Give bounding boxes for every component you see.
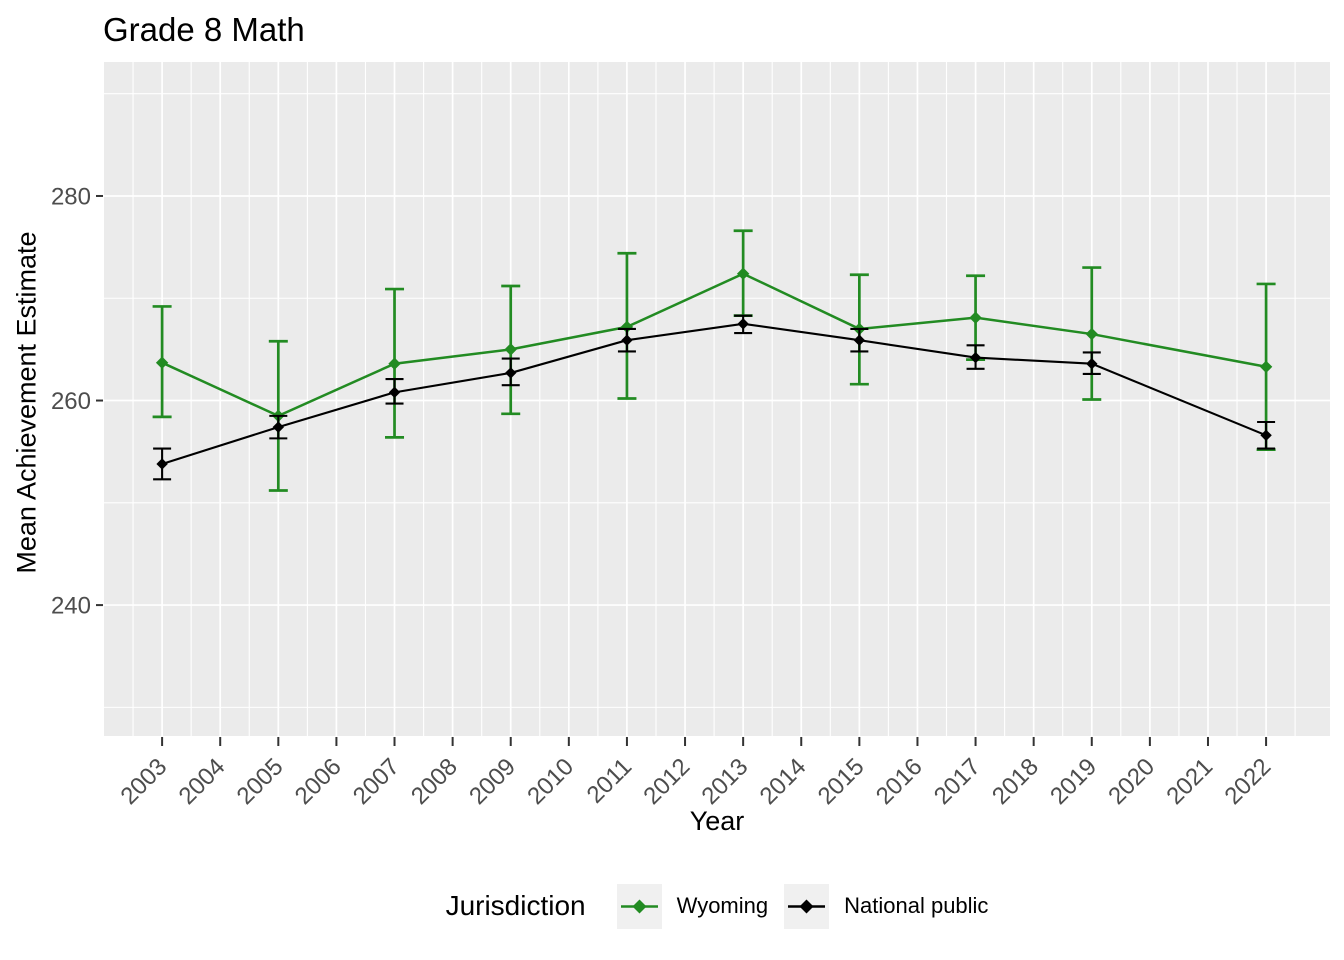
legend-key-national-public	[784, 883, 830, 929]
x-tick-labels: 2003 2004 2005 2006 2007 2008 2009 2010 2011 2012…	[116, 753, 1277, 810]
x-tick-label: 2022	[1219, 753, 1276, 810]
x-tick-label: 2014	[755, 753, 812, 810]
data-point-national-public-2015	[853, 334, 866, 346]
y-tick-label: 280	[51, 183, 91, 210]
data-point-national-public-2022	[1260, 429, 1272, 442]
points-national-public	[156, 318, 1272, 470]
x-tick-label: 2003	[116, 753, 173, 810]
x-tick-label: 2015	[813, 753, 870, 810]
data-point-national-public-2017	[969, 351, 982, 364]
data-point-national-public-2011	[621, 334, 633, 346]
data-point-national-public-2007	[388, 386, 401, 399]
y-axis-title: Mean Achievement Estimate	[11, 231, 42, 574]
data-point-wyoming-2022	[1259, 360, 1273, 373]
legend-label-wyoming: Wyoming	[676, 893, 769, 918]
x-tick-label: 2020	[1103, 753, 1160, 810]
x-tick-label: 2016	[871, 753, 928, 810]
data-point-national-public-2019	[1086, 358, 1098, 370]
y-tick-label: 260	[51, 388, 91, 415]
legend-key-glyph	[788, 899, 826, 913]
legend-key-glyph	[620, 899, 658, 913]
axis-ticks	[96, 194, 1268, 746]
x-tick-label: 2010	[522, 753, 579, 810]
x-tick-label: 2007	[348, 753, 405, 810]
data-point-wyoming-2003	[155, 356, 169, 369]
legend-key-diamond	[799, 899, 814, 913]
x-tick-label: 2009	[464, 753, 521, 810]
y-tick-labels: 240 260 280	[51, 183, 91, 619]
x-tick-label: 2011	[582, 753, 638, 809]
line-wyoming	[161, 272, 1267, 418]
data-point-national-public-2009	[505, 367, 517, 379]
legend-key-wyoming	[616, 883, 662, 929]
x-tick-label: 2013	[697, 753, 754, 810]
x-tick-label: 2018	[987, 753, 1044, 810]
data-point-national-public-2013	[737, 318, 749, 330]
data-point-wyoming-2009	[504, 343, 517, 356]
data-point-national-public-2003	[156, 458, 168, 470]
x-axis-title: Year	[689, 806, 745, 836]
series-national-public	[153, 314, 1276, 481]
data-point-national-public-2005	[272, 421, 285, 433]
x-tick-label: 2012	[638, 753, 695, 810]
x-tick-label: 2021	[1161, 753, 1218, 810]
data-point-wyoming-2017	[969, 311, 982, 324]
x-tick-label: 2005	[232, 753, 289, 810]
x-tick-label: 2008	[406, 753, 463, 810]
x-tick-label: 2019	[1045, 753, 1102, 810]
minor-gridlines	[104, 62, 1330, 736]
points-wyoming	[155, 267, 1273, 423]
x-tick-label: 2006	[290, 753, 347, 810]
plot-panel	[104, 62, 1330, 736]
chart-title: Grade 8 Math	[103, 11, 305, 48]
line-national-public	[161, 322, 1267, 465]
legend-key-diamond	[632, 899, 647, 913]
legend: Jurisdiction Wyoming National public	[104, 880, 1330, 932]
x-tick-label: 2017	[929, 753, 986, 810]
y-tick-label: 240	[51, 593, 91, 620]
x-tick-label: 2004	[174, 753, 231, 810]
data-point-wyoming-2007	[388, 357, 401, 370]
data-point-wyoming-2013	[736, 267, 750, 280]
data-point-wyoming-2019	[1085, 327, 1098, 341]
data-point-wyoming-2011	[620, 320, 634, 334]
legend-item-national-public: National public	[784, 883, 989, 929]
legend-label-national-public: National public	[844, 893, 989, 918]
legend-title: Jurisdiction	[445, 890, 586, 921]
legend-item-wyoming: Wyoming	[616, 883, 769, 929]
